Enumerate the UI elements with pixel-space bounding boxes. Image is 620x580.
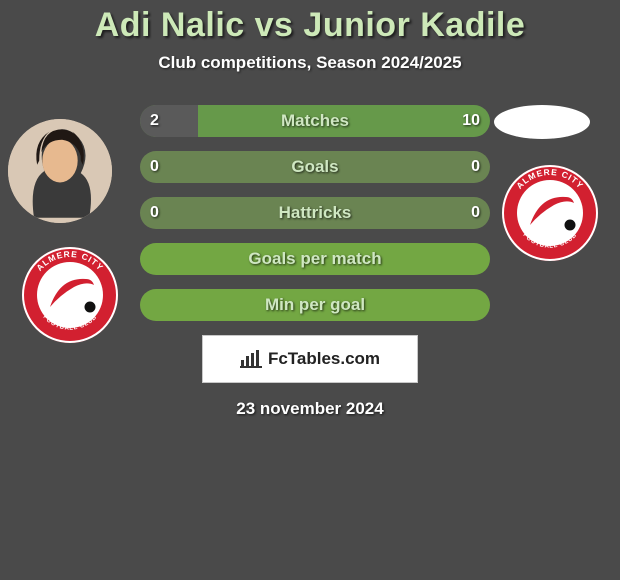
stat-label: Min per goal — [265, 295, 365, 314]
stat-row-goals: 0 0 Goals — [140, 151, 490, 183]
stat-row-min_per_goal: Min per goal — [140, 289, 490, 321]
avatar-silhouette-icon — [8, 119, 112, 223]
player-left-avatar — [8, 119, 112, 223]
stat-left-value: 0 — [150, 151, 159, 183]
stat-left-value: 0 — [150, 197, 159, 229]
bar-chart-icon — [240, 350, 262, 368]
stat-label: Hattricks — [279, 203, 352, 222]
stat-left-value: 2 — [150, 105, 159, 137]
stat-right-value: 0 — [471, 151, 480, 183]
stat-row-goals_per_match: Goals per match — [140, 243, 490, 275]
brand-text: FcTables.com — [268, 349, 380, 369]
page-title: Adi Nalic vs Junior Kadile — [0, 0, 620, 45]
stat-label: Goals per match — [248, 249, 381, 268]
club-badge-icon: ALMERE CITY FOOTBALL CLUB — [20, 245, 120, 345]
player-right-avatar — [494, 105, 590, 139]
stat-right-value: 0 — [471, 197, 480, 229]
stat-bars: 2 10 Matches 0 0 Goals 0 0 Hattricks Goals per ma… — [140, 105, 490, 335]
stat-row-hattricks: 0 0 Hattricks — [140, 197, 490, 229]
player-right-club-badge: ALMERE CITY FOOTBALL CLUB — [500, 163, 600, 263]
stat-label: Matches — [281, 111, 349, 130]
player-left-club-badge: ALMERE CITY FOOTBALL CLUB — [20, 245, 120, 345]
stat-row-matches: 2 10 Matches — [140, 105, 490, 137]
club-badge-icon: ALMERE CITY FOOTBALL CLUB — [500, 163, 600, 263]
stat-label: Goals — [291, 157, 338, 176]
date-text: 23 november 2024 — [0, 399, 620, 419]
subtitle: Club competitions, Season 2024/2025 — [0, 53, 620, 73]
stat-right-value: 10 — [462, 105, 480, 137]
comparison-card: Adi Nalic vs Junior Kadile Club competit… — [0, 0, 620, 580]
brand-watermark: FcTables.com — [202, 335, 418, 383]
